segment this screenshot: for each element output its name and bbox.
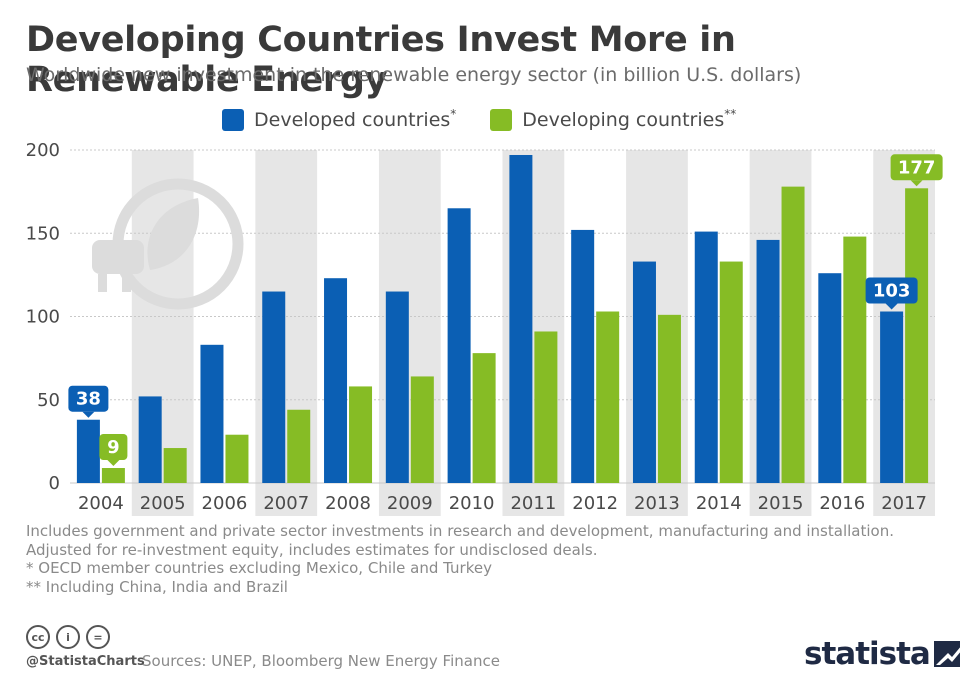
data-label-pointer	[82, 411, 95, 418]
attribution-icon: i	[56, 625, 80, 649]
x-tick-label: 2010	[449, 493, 495, 514]
sources: Sources: UNEP, Bloomberg New Energy Fina…	[142, 652, 500, 670]
legend-developing-swatch	[490, 109, 513, 131]
data-label-box	[890, 154, 943, 181]
bar-developing	[905, 188, 929, 484]
chart-subtitle: Worldwide new investment in the renewabl…	[26, 64, 802, 86]
x-tick-label: 2007	[263, 493, 309, 514]
y-tick-label: 200	[26, 140, 60, 161]
bar-developing	[719, 261, 743, 483]
bar-developed	[447, 208, 471, 483]
bar-developed	[880, 311, 904, 483]
data-label-pointer	[885, 303, 898, 310]
bar-developed	[756, 239, 780, 483]
bar-developing	[843, 236, 867, 483]
footnote-line: * OECD member countries excluding Mexico…	[26, 559, 492, 577]
leaf-shape	[147, 198, 200, 270]
bar-developing	[534, 331, 558, 483]
x-tick-label: 2017	[881, 493, 927, 514]
data-label-box	[99, 434, 128, 461]
x-tick-label: 2015	[758, 493, 804, 514]
bar-developing	[349, 386, 373, 483]
y-tick-label: 100	[26, 307, 60, 328]
bar-developing	[163, 448, 187, 483]
bar-developing	[287, 409, 311, 483]
statista-logo: statista	[804, 636, 960, 672]
bar-developed	[632, 261, 656, 483]
bar-developed	[571, 229, 595, 483]
x-tick-label: 2004	[78, 493, 124, 514]
data-label: 9	[107, 437, 120, 458]
data-label-pointer	[107, 460, 120, 467]
legend-developed-swatch	[222, 109, 244, 131]
bar-developing	[781, 186, 805, 483]
brand-name: statista	[804, 636, 931, 672]
x-tick-label: 2013	[634, 493, 680, 514]
bar-developed	[138, 396, 162, 483]
x-tick-label: 2006	[202, 493, 248, 514]
bar-developed	[694, 231, 718, 483]
x-tick-label: 2012	[572, 493, 618, 514]
legend-developing-label: Developing countries**	[522, 107, 737, 131]
footnote-line: Includes government and private sector i…	[26, 522, 894, 540]
plug-leaf-icon	[92, 178, 244, 310]
x-tick-label: 2011	[510, 493, 556, 514]
footnote-line: ** Including China, India and Brazil	[26, 577, 288, 596]
y-tick-label: 0	[49, 473, 60, 494]
data-label: 103	[873, 281, 911, 302]
license-icons: cc i =	[26, 625, 110, 649]
statista-logo-icon	[933, 641, 960, 667]
bar-developing	[101, 468, 125, 483]
data-label-pointer	[910, 180, 923, 187]
data-label: 38	[76, 389, 101, 410]
bar-developing	[472, 353, 496, 483]
x-tick-label: 2009	[387, 493, 433, 514]
bar-developed	[324, 278, 348, 483]
bar-chart: 0 50 100 150 200 2004 2005 2006 2007 2008 2009 2010…	[26, 140, 943, 516]
x-tick-label: 2005	[140, 493, 186, 514]
legend-developed-label: Developed countries*	[254, 107, 457, 131]
data-label: 177	[898, 157, 936, 178]
x-tick-label: 2008	[325, 493, 371, 514]
data-label-box	[68, 385, 109, 412]
chart-title: Developing Countries Invest More in Rene…	[26, 20, 736, 100]
bar-developing	[596, 311, 620, 483]
bar-developed	[262, 291, 286, 483]
bar-developed	[509, 154, 533, 483]
y-tick-label: 50	[37, 390, 60, 411]
no-derivatives-icon: =	[86, 625, 110, 649]
data-label-box	[865, 277, 918, 304]
plug-prong	[98, 274, 107, 292]
plug-prong	[122, 274, 131, 292]
footnotes: Includes government and private sector i…	[26, 522, 894, 596]
x-tick-label: 2014	[696, 493, 742, 514]
bar-developing	[657, 314, 681, 483]
legend: Developed countries* Developing countrie…	[222, 107, 737, 131]
x-tick-label: 2016	[819, 493, 865, 514]
plug-body	[92, 240, 144, 274]
legend-developed: Developed countries*	[222, 107, 457, 131]
bar-developing	[225, 434, 249, 483]
bar-developed	[385, 291, 409, 483]
creative-commons-icon: cc	[26, 625, 50, 649]
legend-developing: Developing countries**	[490, 107, 737, 131]
bar-developed	[818, 273, 842, 483]
bar-developed	[76, 419, 100, 483]
bar-developing	[410, 376, 434, 483]
twitter-handle: @StatistaCharts	[26, 654, 145, 669]
bar-developed	[200, 344, 224, 483]
footnote-line: Adjusted for re-investment equity, inclu…	[26, 540, 598, 559]
y-tick-label: 150	[26, 223, 60, 244]
